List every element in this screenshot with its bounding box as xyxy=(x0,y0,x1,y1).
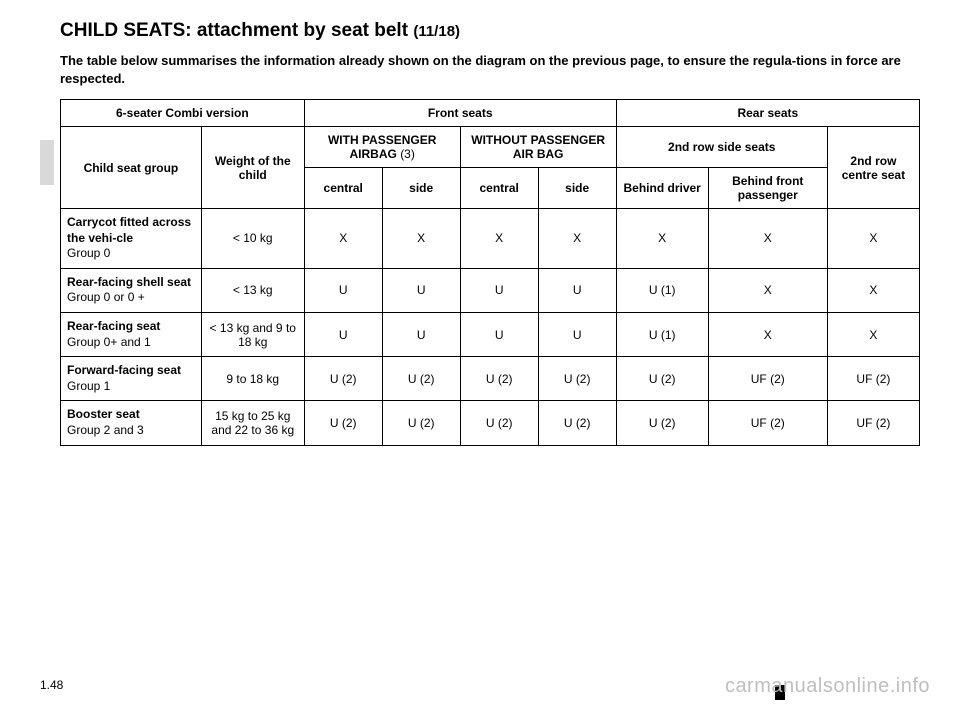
row-label: Booster seat Group 2 and 3 xyxy=(61,401,202,445)
cell: U xyxy=(460,268,538,312)
hdr-rear: Rear seats xyxy=(616,100,919,127)
cell: X xyxy=(827,209,919,269)
cell: U (2) xyxy=(538,401,616,445)
cell: UF (2) xyxy=(708,401,827,445)
cell: U xyxy=(382,268,460,312)
cell: X xyxy=(708,268,827,312)
row-label-plain: Group 1 xyxy=(67,379,110,393)
cell: X xyxy=(827,313,919,357)
hdr-front: Front seats xyxy=(304,100,616,127)
row-label: Carrycot fitted across the vehi-cleGroup… xyxy=(61,209,202,269)
hdr-row2-centre: 2nd row centre seat xyxy=(827,127,919,209)
title-main: CHILD SEATS: attachment by seat belt xyxy=(60,20,413,41)
cell: U (2) xyxy=(382,401,460,445)
hdr-behind-pass: Behind front passenger xyxy=(708,168,827,209)
cell: U (1) xyxy=(616,268,708,312)
table-row: Rear-facing seat Group 0+ and 1 < 13 kg a… xyxy=(61,313,920,357)
cell: U xyxy=(304,268,382,312)
cell: X xyxy=(382,209,460,269)
row-label: Forward-facing seat Group 1 xyxy=(61,357,202,401)
cell: X xyxy=(304,209,382,269)
table-row: Rear-facing shell seatGroup 0 or 0 + < 1… xyxy=(61,268,920,312)
cell: U (2) xyxy=(460,357,538,401)
hdr-side-2: side xyxy=(538,168,616,209)
table-row: Forward-facing seat Group 1 9 to 18 kg U … xyxy=(61,357,920,401)
side-tab xyxy=(40,140,54,185)
cell: U (2) xyxy=(460,401,538,445)
row-label-bold: Rear-facing seat xyxy=(67,319,160,333)
row-label-bold: Rear-facing shell seat xyxy=(67,275,191,289)
row-label: Rear-facing shell seatGroup 0 or 0 + xyxy=(61,268,202,312)
cell: UF (2) xyxy=(827,357,919,401)
cell: U (2) xyxy=(304,357,382,401)
cell: X xyxy=(827,268,919,312)
row-weight: 9 to 18 kg xyxy=(201,357,304,401)
row-label-bold: Booster seat xyxy=(67,407,140,421)
title-sub: (11/18) xyxy=(413,23,460,40)
hdr-group: Child seat group xyxy=(61,127,202,209)
row-weight: < 10 kg xyxy=(201,209,304,269)
cell: U (2) xyxy=(304,401,382,445)
cell: U xyxy=(538,313,616,357)
table-row: Carrycot fitted across the vehi-cleGroup… xyxy=(61,209,920,269)
cell: X xyxy=(616,209,708,269)
row-label-plain: Group 0 xyxy=(67,246,110,260)
cell: X xyxy=(708,209,827,269)
cell: U (1) xyxy=(616,313,708,357)
hdr-behind-driver: Behind driver xyxy=(616,168,708,209)
row-weight: 15 kg to 25 kg and 22 to 36 kg xyxy=(201,401,304,445)
page-number: 1.48 xyxy=(40,678,63,692)
cell: U xyxy=(460,313,538,357)
cell: U xyxy=(304,313,382,357)
row-label: Rear-facing seat Group 0+ and 1 xyxy=(61,313,202,357)
row-weight: < 13 kg and 9 to 18 kg xyxy=(201,313,304,357)
intro-text: The table below summarises the informati… xyxy=(60,52,920,87)
cell: X xyxy=(538,209,616,269)
hdr-variant: 6-seater Combi version xyxy=(61,100,305,127)
cell: X xyxy=(460,209,538,269)
cell: UF (2) xyxy=(708,357,827,401)
hdr-row2-side: 2nd row side seats xyxy=(616,127,827,168)
cell: UF (2) xyxy=(827,401,919,445)
hdr-with-airbag-text: WITH PASSENGER AIRBAG xyxy=(328,133,436,161)
hdr-side-1: side xyxy=(382,168,460,209)
cell: U (2) xyxy=(538,357,616,401)
row-label-plain: Group 2 and 3 xyxy=(67,423,144,437)
row-label-plain: Group 0 or 0 + xyxy=(67,290,145,304)
hdr-central-1: central xyxy=(304,168,382,209)
cell: X xyxy=(708,313,827,357)
hdr-central-2: central xyxy=(460,168,538,209)
cell: U xyxy=(382,313,460,357)
page-title: CHILD SEATS: attachment by seat belt (11… xyxy=(60,20,920,42)
row-label-bold: Forward-facing seat xyxy=(67,363,181,377)
cell: U xyxy=(538,268,616,312)
table-body: Carrycot fitted across the vehi-cleGroup… xyxy=(61,209,920,446)
hdr-with-airbag: WITH PASSENGER AIRBAG (3) xyxy=(304,127,460,168)
watermark: carmanualsonline.info xyxy=(725,675,930,698)
table-row: Booster seat Group 2 and 3 15 kg to 25 kg… xyxy=(61,401,920,445)
hdr-without-airbag: WITHOUT PASSENGER AIR BAG xyxy=(460,127,616,168)
row-label-plain: Group 0+ and 1 xyxy=(67,335,151,349)
row-weight: < 13 kg xyxy=(201,268,304,312)
hdr-weight: Weight of the child xyxy=(201,127,304,209)
cell: U (2) xyxy=(616,401,708,445)
cell: U (2) xyxy=(616,357,708,401)
cell: U (2) xyxy=(382,357,460,401)
child-seat-table: 6-seater Combi version Front seats Rear … xyxy=(60,99,920,446)
hdr-with-airbag-note: (3) xyxy=(400,147,415,161)
row-label-bold: Carrycot fitted across the vehi-cle xyxy=(67,215,191,245)
